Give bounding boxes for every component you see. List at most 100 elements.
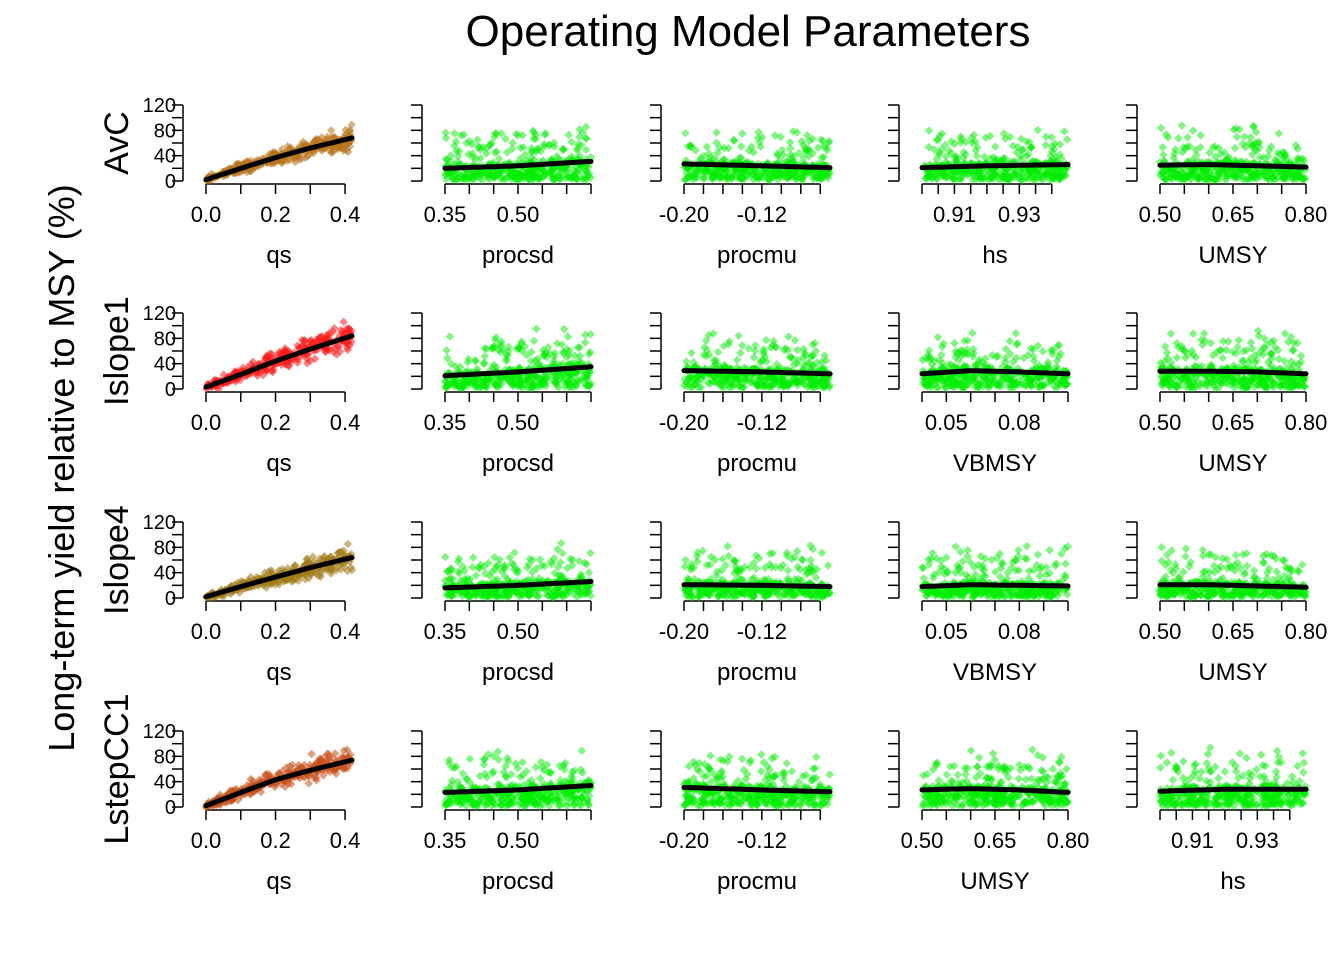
data-point xyxy=(347,120,356,129)
data-point xyxy=(924,126,934,135)
x-tick-label: 0.2 xyxy=(260,202,291,227)
data-point xyxy=(326,126,336,135)
x-axis-label: procsd xyxy=(482,450,554,477)
y-axis xyxy=(411,104,423,182)
y-tick-label: 80 xyxy=(154,328,176,350)
y-tick-label: 0 xyxy=(165,588,176,610)
x-tick-label: 0.08 xyxy=(998,410,1041,435)
data-point xyxy=(468,152,478,162)
data-point xyxy=(1240,132,1249,142)
data-point xyxy=(736,348,745,358)
data-point xyxy=(1218,353,1227,363)
data-point xyxy=(586,548,595,558)
y-tick-label: 120 xyxy=(143,303,176,325)
x-tick-label: 0.4 xyxy=(330,619,361,644)
x-tick-label: 0.80 xyxy=(1285,202,1328,227)
data-point xyxy=(468,553,478,562)
data-point xyxy=(295,155,304,164)
data-point xyxy=(337,143,346,153)
scatter-points xyxy=(1156,326,1310,393)
data-point xyxy=(508,138,517,148)
data-point xyxy=(529,336,539,346)
data-point xyxy=(1038,347,1048,356)
x-tick-label: -0.20 xyxy=(659,202,709,227)
data-point xyxy=(1174,134,1183,143)
x-axis-label: UMSY xyxy=(1198,450,1267,477)
scatter-points xyxy=(1155,121,1310,185)
trend-line xyxy=(203,135,355,183)
y-axis xyxy=(1126,104,1138,182)
x-tick-label: 0.80 xyxy=(1285,410,1328,435)
figure-title: Operating Model Parameters xyxy=(466,7,1031,56)
scatter-points xyxy=(680,127,834,185)
y-tick-label: 120 xyxy=(143,95,176,117)
data-point xyxy=(311,136,320,145)
scatter-points xyxy=(918,328,1072,393)
panel-islope1-procmu: -0.20 -0.12 procmu xyxy=(650,312,834,477)
data-point xyxy=(761,335,771,345)
trend-line xyxy=(203,333,355,390)
data-point xyxy=(1274,129,1284,138)
trend-line xyxy=(442,158,594,171)
data-point xyxy=(441,170,451,179)
data-point xyxy=(329,132,339,141)
x-tick-label: 0.35 xyxy=(424,202,467,227)
x-tick-label: 0.50 xyxy=(1139,410,1182,435)
data-point xyxy=(1033,125,1042,135)
data-point xyxy=(564,130,573,140)
x-tick-label: 0.0 xyxy=(191,619,222,644)
x-axis-label: procmu xyxy=(717,450,797,477)
data-point xyxy=(441,552,450,562)
x-tick-label: 0.0 xyxy=(191,410,222,435)
data-point xyxy=(713,347,723,357)
data-point xyxy=(451,137,461,146)
trend-line xyxy=(681,368,833,377)
data-point xyxy=(486,140,495,149)
y-tick-label: 40 xyxy=(154,354,176,376)
x-axis: 0.0 0.2 0.4qs xyxy=(191,183,360,269)
data-point xyxy=(1160,342,1170,351)
x-tick-label: -0.12 xyxy=(737,202,787,227)
x-axis-label: VBMSY xyxy=(953,450,1037,477)
data-point xyxy=(345,142,355,151)
trend-line xyxy=(203,555,355,600)
data-point xyxy=(729,135,738,145)
data-point xyxy=(441,128,451,137)
data-point xyxy=(473,135,482,145)
data-point xyxy=(1177,121,1187,130)
data-point xyxy=(1158,143,1167,152)
x-tick-label: -0.20 xyxy=(659,410,709,435)
data-point xyxy=(482,149,491,158)
x-tick-label: 0.50 xyxy=(497,410,540,435)
y-axis xyxy=(650,312,662,390)
data-point xyxy=(559,145,568,154)
data-point xyxy=(450,129,459,138)
x-tick-label: -0.12 xyxy=(737,410,787,435)
data-point xyxy=(586,330,596,339)
data-point xyxy=(1172,353,1182,362)
data-point xyxy=(475,142,484,152)
y-tick-label: 40 xyxy=(154,563,176,585)
data-point xyxy=(489,172,498,182)
data-point xyxy=(1224,337,1233,346)
trend-line xyxy=(919,162,1071,171)
data-point xyxy=(452,146,461,156)
data-point xyxy=(681,128,690,138)
x-tick-label: 0.93 xyxy=(998,202,1041,227)
y-axis xyxy=(888,104,900,182)
y-axis xyxy=(888,312,900,390)
data-point xyxy=(567,137,576,147)
